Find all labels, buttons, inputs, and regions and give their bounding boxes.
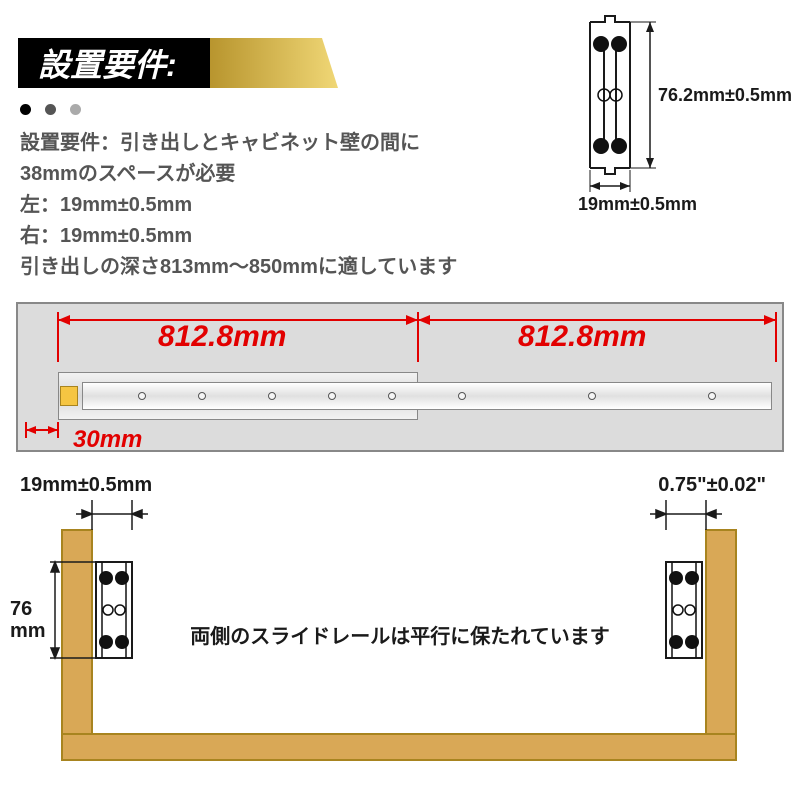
decorative-dots [20,104,81,115]
dot-1 [20,104,31,115]
req-line-5: 引き出しの深さ813mm〜850mmに適しています [20,252,457,283]
cross-height-label: 76.2mm±0.5mm [658,85,792,106]
dot-3 [70,104,81,115]
rail-hole [138,392,146,400]
rail-offset-label: 30mm [73,426,142,454]
banner-title: 設置要件: [38,40,177,86]
rail-hole [268,392,276,400]
rail-inner [82,382,772,410]
cross-section-svg [560,10,780,210]
rail-hole [388,392,396,400]
install-svg [0,470,800,784]
req-line-4: 右：19mm±0.5mm [20,221,457,252]
installation-diagram: 19mm±0.5mm 0.75"±0.02" 76 mm 両側のスライドレールは… [0,470,800,784]
req-line-2: 38mmのスペースが必要 [20,159,457,190]
rail-len-left: 812.8mm [158,320,286,354]
cross-section-diagram: 76.2mm±0.5mm 19mm±0.5mm [560,10,780,210]
rail-extension-diagram: 812.8mm 812.8mm 30mm [16,302,784,452]
req-line-1: 設置要件：引き出しとキャビネット壁の間に [20,128,457,159]
requirements-text: 設置要件：引き出しとキャビネット壁の間に 38mmのスペースが必要 左：19mm… [20,128,457,283]
rail-stop [60,386,78,406]
rail-top-dims: 812.8mm 812.8mm [18,306,782,350]
rail-len-right: 812.8mm [518,320,646,354]
dot-2 [45,104,56,115]
rail-hole [588,392,596,400]
title-banner: 設置要件: [18,38,338,88]
req-line-3: 左：19mm±0.5mm [20,190,457,221]
rail-hole [198,392,206,400]
rail-hole [458,392,466,400]
cross-width-label: 19mm±0.5mm [578,194,697,215]
rail-hole [708,392,716,400]
rail-hole [328,392,336,400]
